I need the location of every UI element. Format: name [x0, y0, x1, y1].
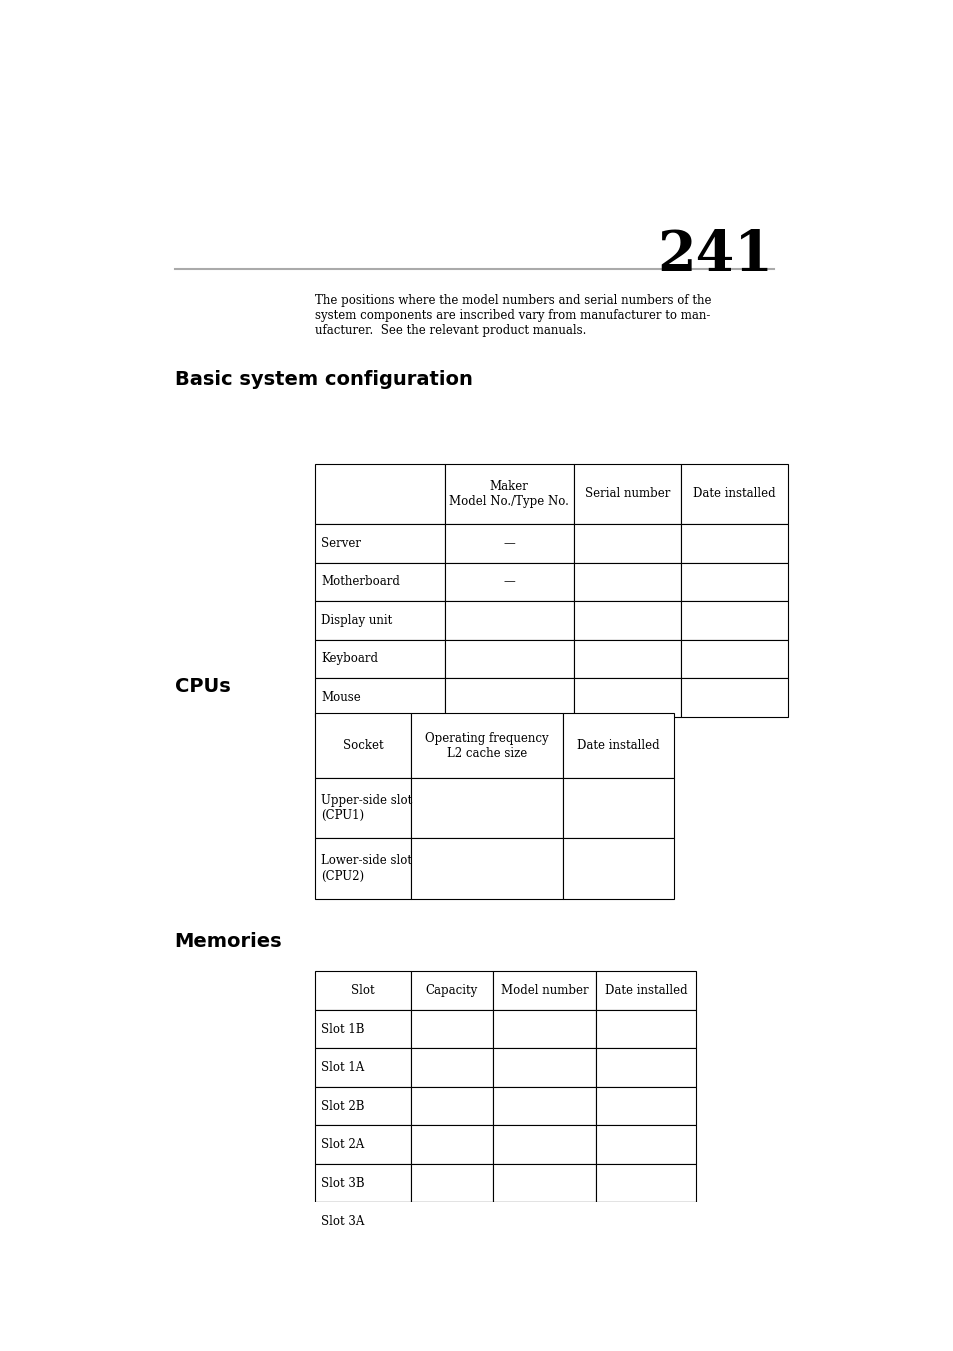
Bar [680, 639, 787, 678]
Bar [314, 639, 444, 678]
Bar [411, 1165, 492, 1202]
Bar [574, 639, 680, 678]
Bar [596, 1048, 695, 1088]
Bar [680, 601, 787, 639]
Text: Maker
Model No./Type No.: Maker Model No./Type No. [449, 480, 569, 508]
Bar [314, 713, 411, 778]
Bar [444, 678, 574, 716]
Text: Slot 2A: Slot 2A [321, 1138, 364, 1151]
Text: Display unit: Display unit [321, 613, 392, 627]
Text: Socket: Socket [342, 739, 383, 753]
Text: Slot 1A: Slot 1A [321, 1061, 364, 1074]
Bar [314, 1088, 411, 1125]
Bar [314, 1048, 411, 1088]
Bar [411, 1088, 492, 1125]
Bar [562, 713, 673, 778]
Bar [574, 524, 680, 562]
Text: Slot 3A: Slot 3A [321, 1215, 364, 1228]
Text: Memories: Memories [174, 932, 282, 951]
Bar [411, 838, 562, 898]
Bar [444, 639, 574, 678]
Bar [492, 1011, 596, 1048]
Bar [411, 971, 492, 1011]
Text: Mouse: Mouse [321, 690, 360, 704]
Text: Lower-side slot
(CPU2): Lower-side slot (CPU2) [321, 854, 412, 882]
Bar [411, 1202, 492, 1240]
Text: Keyboard: Keyboard [321, 653, 377, 665]
Bar [444, 562, 574, 601]
Text: 241: 241 [657, 228, 773, 282]
Bar [492, 971, 596, 1011]
Bar [596, 1202, 695, 1240]
Text: Model number: Model number [500, 984, 588, 997]
Bar [492, 1165, 596, 1202]
Bar [314, 463, 444, 524]
Bar [444, 463, 574, 524]
Bar [314, 524, 444, 562]
Text: The positions where the model numbers and serial numbers of the
system component: The positions where the model numbers an… [314, 295, 711, 338]
Text: —: — [503, 576, 515, 589]
Text: Date installed: Date installed [577, 739, 659, 753]
Bar [411, 1125, 492, 1165]
Bar [596, 1125, 695, 1165]
Bar [314, 971, 411, 1011]
Text: Operating frequency
L2 cache size: Operating frequency L2 cache size [425, 732, 548, 759]
Bar [314, 1125, 411, 1165]
Bar [314, 838, 411, 898]
Bar [596, 1011, 695, 1048]
Bar [492, 1088, 596, 1125]
Text: Serial number: Serial number [584, 488, 670, 500]
Bar [562, 838, 673, 898]
Bar [596, 1088, 695, 1125]
Bar [574, 562, 680, 601]
Bar [574, 463, 680, 524]
Bar [314, 678, 444, 716]
Bar [574, 678, 680, 716]
Bar [574, 601, 680, 639]
Bar [444, 524, 574, 562]
Bar [411, 1048, 492, 1088]
Bar [444, 601, 574, 639]
Bar [314, 778, 411, 838]
Bar [314, 601, 444, 639]
Bar [314, 1202, 411, 1240]
Bar [411, 713, 562, 778]
Text: Date installed: Date installed [693, 488, 775, 500]
Bar [411, 778, 562, 838]
Text: Server: Server [321, 536, 361, 550]
Text: Motherboard: Motherboard [321, 576, 399, 589]
Bar [680, 678, 787, 716]
Bar [562, 778, 673, 838]
Bar [596, 971, 695, 1011]
Text: CPUs: CPUs [174, 677, 231, 696]
Text: Date installed: Date installed [604, 984, 686, 997]
Bar [680, 463, 787, 524]
Text: —: — [503, 536, 515, 550]
Bar [314, 562, 444, 601]
Bar [411, 1011, 492, 1048]
Bar [492, 1048, 596, 1088]
Text: Capacity: Capacity [425, 984, 477, 997]
Text: Slot 3B: Slot 3B [321, 1177, 364, 1190]
Bar [314, 1011, 411, 1048]
Text: Upper-side slot
(CPU1): Upper-side slot (CPU1) [321, 794, 412, 823]
Text: Slot 2B: Slot 2B [321, 1100, 364, 1113]
Bar [492, 1202, 596, 1240]
Bar [492, 1125, 596, 1165]
Text: Slot 1B: Slot 1B [321, 1023, 364, 1036]
Bar [680, 562, 787, 601]
Bar [314, 1165, 411, 1202]
Text: Slot: Slot [351, 984, 375, 997]
Text: Basic system configuration: Basic system configuration [174, 370, 472, 389]
Bar [680, 524, 787, 562]
Bar [596, 1165, 695, 1202]
